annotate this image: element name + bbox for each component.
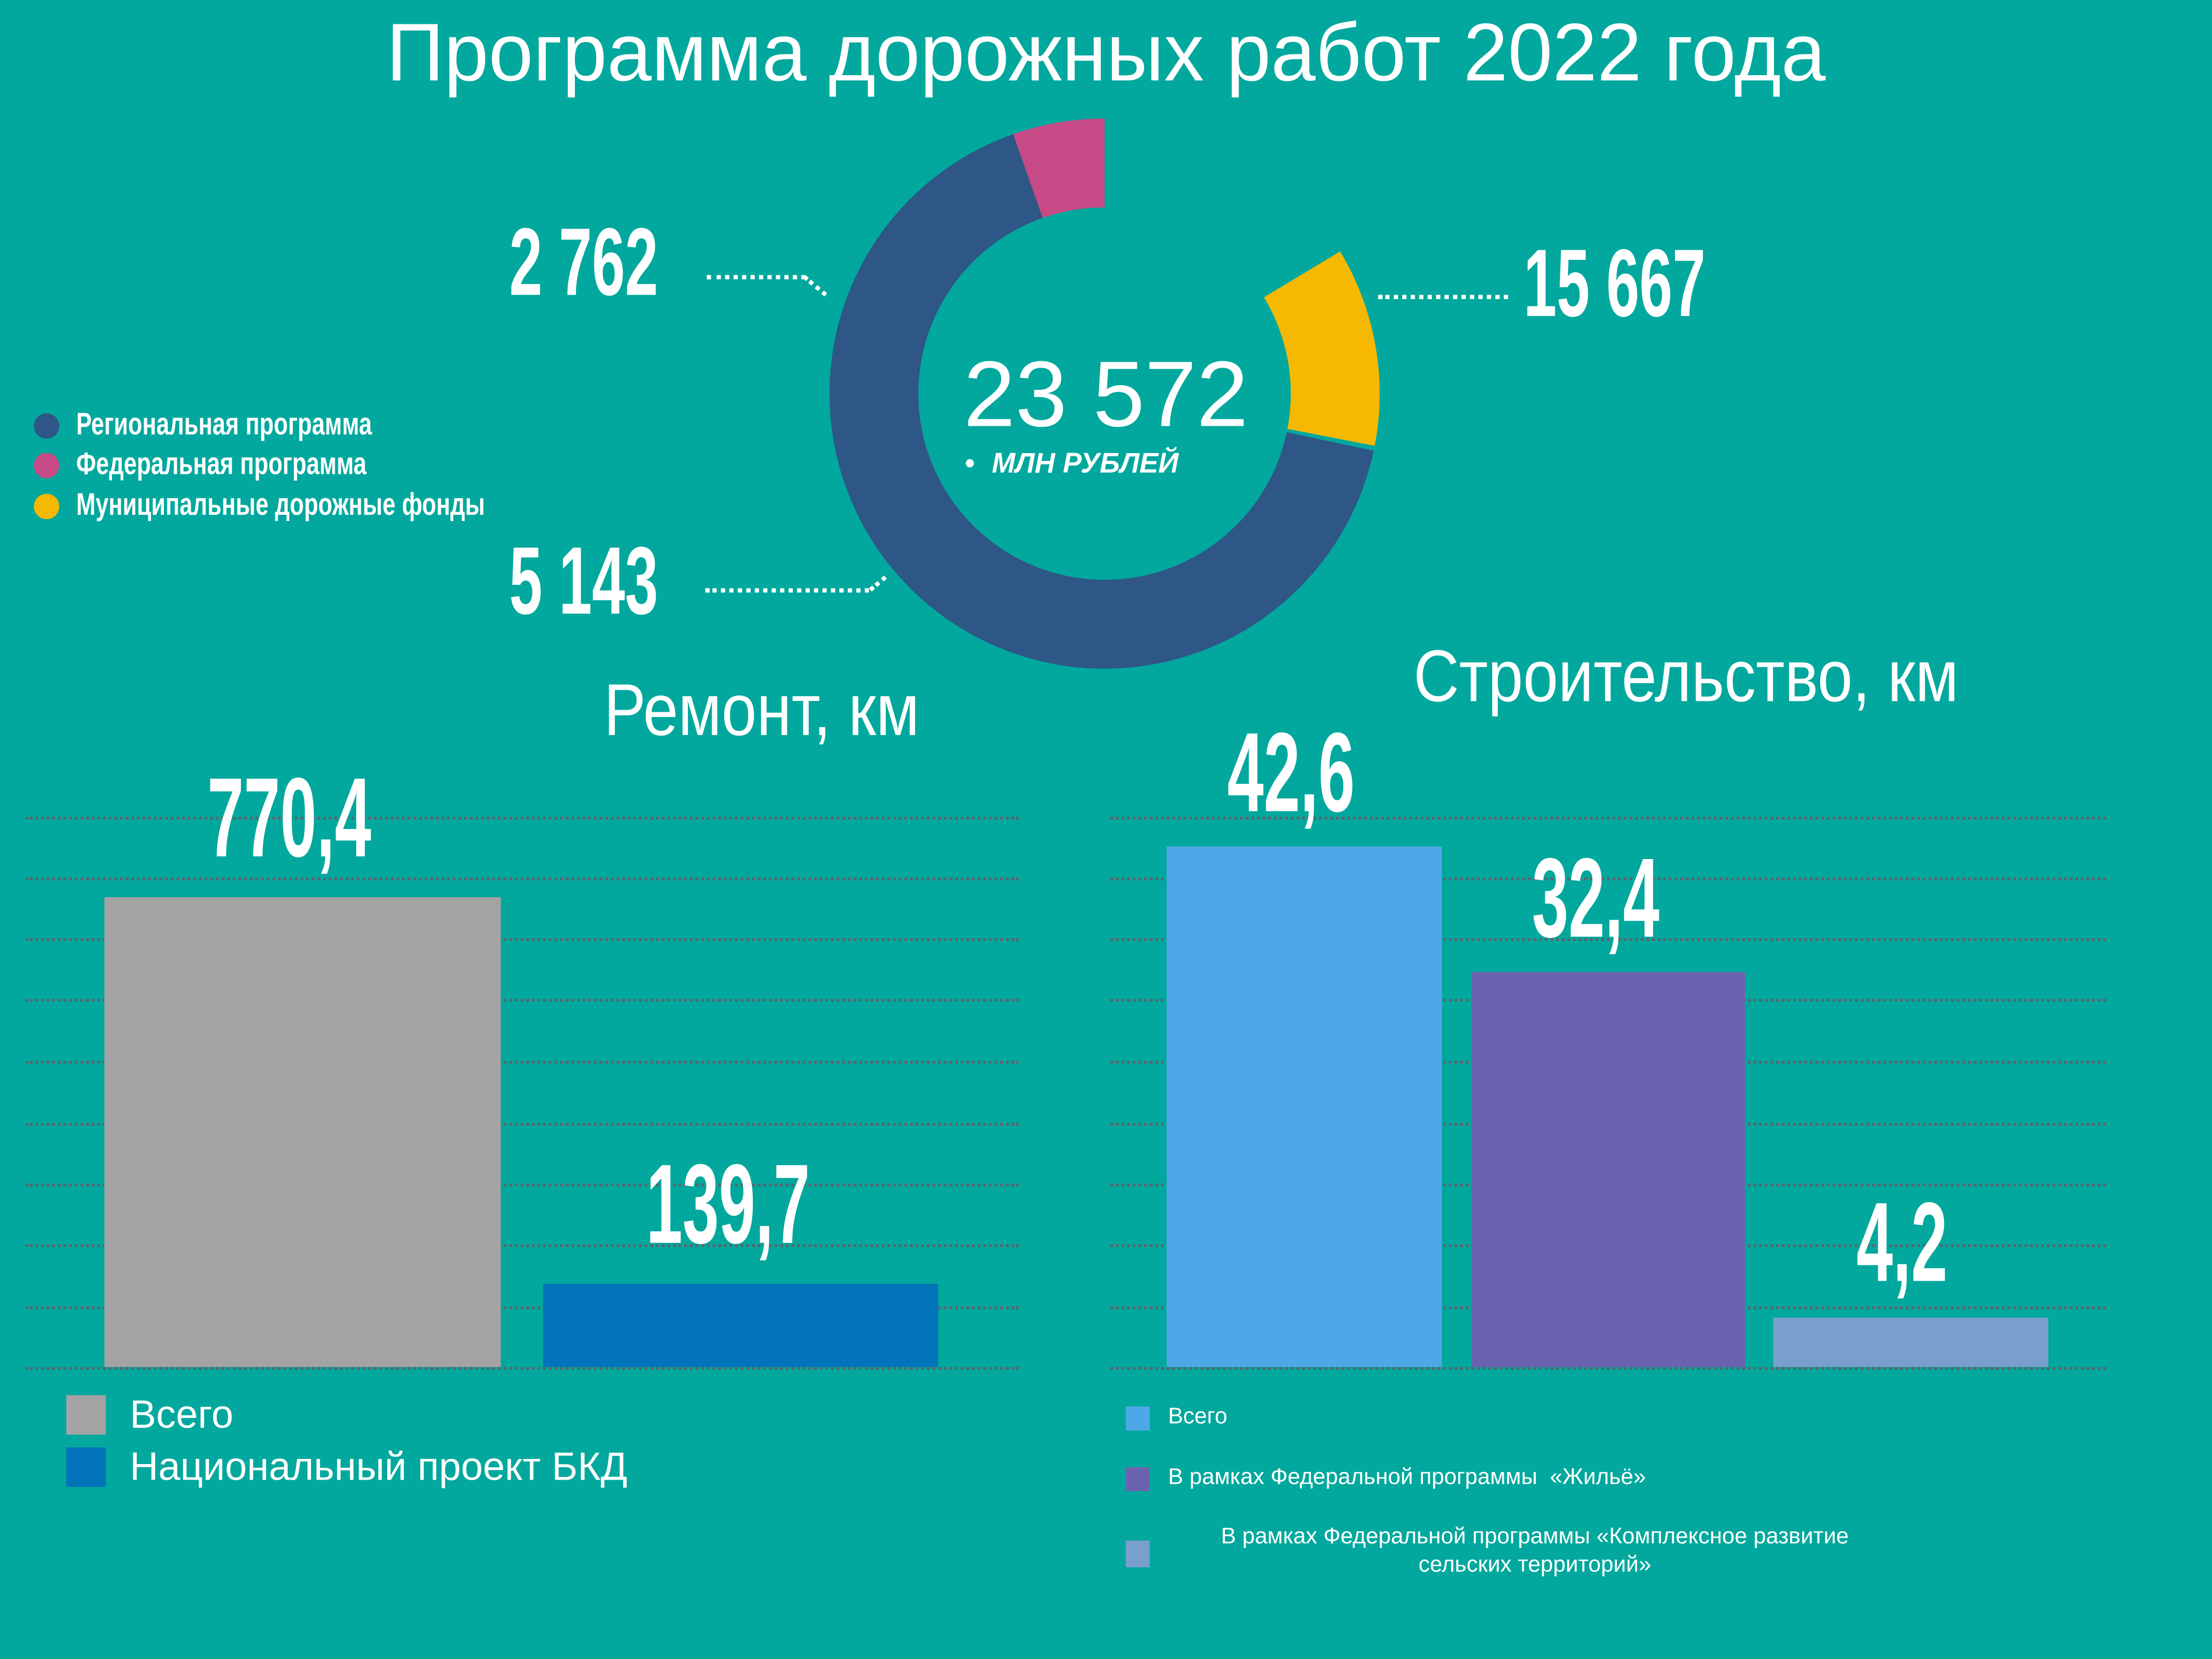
legend-swatch-icon [1125,1540,1150,1568]
callout-federal-leader [705,588,869,593]
construction-bar-housing-label: 32,4 [1532,835,1660,961]
donut-chart [829,118,1380,669]
construction-legend-housing: В рамках Федеральной программы «Жильё» [1168,1466,1646,1490]
construction-legend-rural: В рамках Федеральной программы «Комплекс… [1168,1526,1901,1577]
page-title: Программа дорожных работ 2022 года [386,7,1826,99]
callout-municipal-leader-tail [802,275,827,297]
donut-segment-municipal [829,118,1380,669]
repair-chart-title: Ремонт, км [603,670,920,752]
construction-bar-rural [1773,1317,2049,1367]
repair-legend-bkd: Национальный проект БКД [130,1444,628,1488]
legend-swatch-icon [1125,1467,1150,1492]
legend-label-line2: сельских территорий» [1418,1553,1652,1578]
construction-bar-rural-label: 4,2 [1856,1179,1948,1305]
construction-bar-housing [1471,972,1745,1367]
legend-label: Федеральная программа [76,445,367,481]
donut-total-value: 23 572 [963,341,1249,446]
legend-dot-icon [34,413,60,439]
callout-municipal-value: 2 762 [509,208,658,316]
construction-legend-total: Всего [1168,1405,1228,1429]
repair-bar-bkd [543,1284,938,1367]
construction-bar-total-label: 42,6 [1227,709,1355,835]
legend-dot-icon [34,494,60,519]
callout-municipal-leader [707,275,806,279]
bullet-icon: • [965,448,975,480]
legend-dot-icon [34,453,60,479]
callout-regional-leader [1378,294,1509,299]
donut-unit-label: МЛН РУБЛЕЙ [992,448,1179,480]
legend-label: Региональная программа [76,406,372,442]
callout-regional-value: 15 667 [1524,230,1706,338]
repair-bar-bkd-label: 139,7 [646,1141,810,1267]
repair-legend-total: Всего [130,1392,234,1437]
legend-swatch-icon [66,1395,106,1435]
callout-federal-value: 5 143 [509,527,658,635]
construction-bar-total [1166,846,1442,1367]
legend-swatch-icon [66,1447,106,1487]
donut-segment-regional [829,118,1380,669]
legend-label: Муниципальные дорожные фонды [76,486,485,522]
construction-chart-title: Строительство, км [1413,636,1959,719]
legend-swatch-icon [1125,1406,1150,1431]
repair-bar-total [104,897,501,1367]
repair-bar-total-label: 770,4 [207,754,372,880]
legend-label-line1: В рамках Федеральной программы «Комплекс… [1221,1525,1849,1549]
